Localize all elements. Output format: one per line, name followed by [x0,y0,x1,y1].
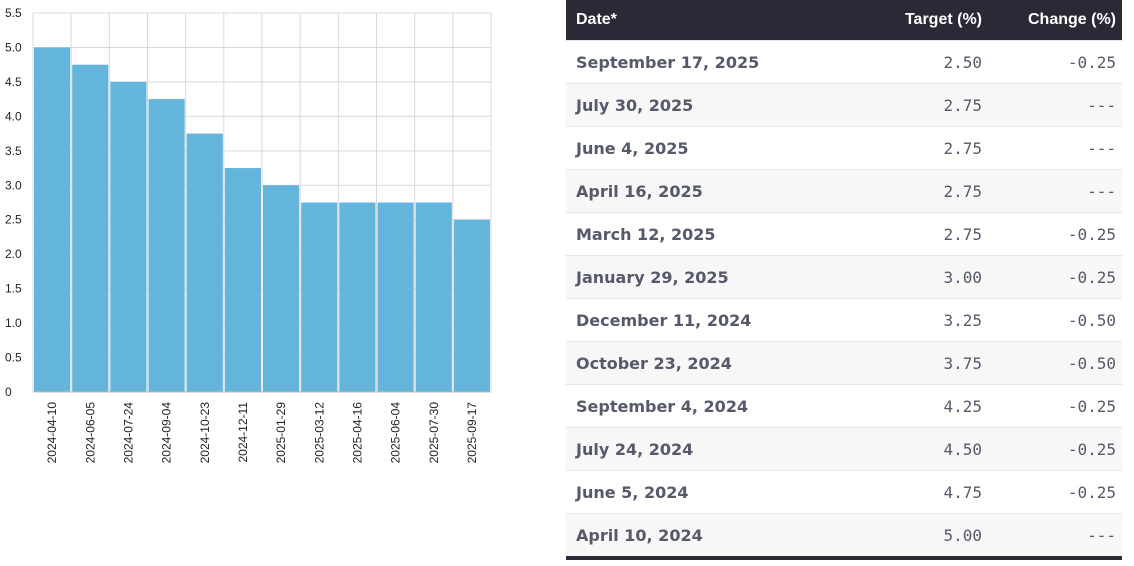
y-tick-label: 5.0 [5,40,22,54]
cell-date: April 10, 2024 [566,513,814,560]
cell-date: September 17, 2025 [566,40,814,84]
cell-change: -0.25 [990,255,1122,299]
cell-target: 2.75 [814,83,990,127]
cell-date: October 23, 2024 [566,341,814,385]
cell-target: 3.25 [814,298,990,342]
bar [377,202,414,392]
x-tick-label: 2024-06-05 [83,402,97,464]
rate-bar-chart: 0 0.5 1.0 1.5 2.0 2.5 3.0 3.5 4.0 4.5 5.0 5.5 2024-0… [0,0,540,566]
x-tick-label: 2024-09-04 [160,402,174,464]
y-tick-label: 0.5 [5,351,22,365]
x-tick-label: 2025-06-04 [389,402,403,464]
cell-date: December 11, 2024 [566,298,814,342]
cell-change: --- [990,169,1122,213]
chart-svg: 0 0.5 1.0 1.5 2.0 2.5 3.0 3.5 4.0 4.5 5.0 5.5 2024-0… [5,6,492,464]
bar [186,133,223,392]
table-row: January 29, 2025 3.00 -0.25 [566,255,1122,299]
cell-change: --- [990,126,1122,170]
table-body: September 17, 2025 2.50 -0.25 July 30, 2025… [566,40,1122,560]
cell-date: April 16, 2025 [566,169,814,213]
x-tick-label: 2024-10-23 [198,402,212,464]
table-row: June 4, 2025 2.75 --- [566,126,1122,170]
cell-date: September 4, 2024 [566,384,814,428]
bar [301,202,338,392]
x-tick-label: 2025-09-17 [465,402,479,464]
x-tick-label: 2024-04-10 [45,402,59,464]
cell-target: 2.75 [814,212,990,256]
cell-target: 3.75 [814,341,990,385]
table-row: April 10, 2024 5.00 --- [566,513,1122,560]
table-row: December 11, 2024 3.25 -0.50 [566,298,1122,342]
header-date: Date* [576,11,617,28]
cell-date: June 5, 2024 [566,470,814,514]
cell-change: -0.25 [990,40,1122,84]
cell-change: -0.50 [990,341,1122,385]
cell-target: 4.75 [814,470,990,514]
header-change: Change (%) [1028,11,1116,28]
cell-change: -0.25 [990,384,1122,428]
cell-change: --- [990,83,1122,127]
y-tick-label: 2.0 [5,247,22,261]
table-row: July 24, 2024 4.50 -0.25 [566,427,1122,471]
cell-target: 2.50 [814,40,990,84]
x-tick-label: 2024-07-24 [121,402,135,464]
x-tick-label: 2024-12-11 [236,402,250,463]
cell-change: -0.50 [990,298,1122,342]
bar [224,168,261,392]
bar [453,219,490,392]
y-tick-label: 0 [5,385,12,399]
cell-date: July 30, 2025 [566,83,814,127]
table-row: July 30, 2025 2.75 --- [566,83,1122,127]
x-tick-label: 2025-01-29 [274,402,288,464]
cell-date: June 4, 2025 [566,126,814,170]
table-header: Date* Target (%) Change (%) [566,0,1122,41]
cell-change: --- [990,513,1122,560]
bar [263,185,300,392]
bar [415,202,452,392]
cell-target: 4.25 [814,384,990,428]
table-row: October 23, 2024 3.75 -0.50 [566,341,1122,385]
cell-target: 4.50 [814,427,990,471]
y-tick-label: 4.5 [5,75,22,89]
y-tick-label: 3.0 [5,178,22,192]
y-tick-label: 4.0 [5,109,22,123]
table-row: June 5, 2024 4.75 -0.25 [566,470,1122,514]
cell-target: 2.75 [814,169,990,213]
x-tick-label: 2025-07-30 [427,402,441,464]
bar [339,202,376,392]
cell-change: -0.25 [990,427,1122,471]
y-tick-label: 3.5 [5,144,22,158]
bar [72,64,109,392]
cell-date: March 12, 2025 [566,212,814,256]
y-tick-label: 5.5 [5,6,22,20]
table-row: September 17, 2025 2.50 -0.25 [566,40,1122,84]
y-tick-label: 1.5 [5,282,22,296]
x-tick-label: 2025-03-12 [312,402,326,464]
header-target: Target (%) [904,11,982,28]
cell-target: 3.00 [814,255,990,299]
cell-change: -0.25 [990,470,1122,514]
table-row: September 4, 2024 4.25 -0.25 [566,384,1122,428]
table-row: April 16, 2025 2.75 --- [566,169,1122,213]
bar [110,81,147,392]
cell-target: 5.00 [814,513,990,560]
y-tick-label: 1.0 [5,316,22,330]
table-header-row: Date* Target (%) Change (%) [566,0,1122,41]
cell-target: 2.75 [814,126,990,170]
x-tick-label: 2025-04-16 [350,402,364,464]
cell-date: July 24, 2024 [566,427,814,471]
bar [148,99,185,393]
bar [34,47,71,393]
y-tick-label: 2.5 [5,213,22,227]
table-row: March 12, 2025 2.75 -0.25 [566,212,1122,256]
rate-table: Date* Target (%) Change (%) September 17… [566,0,1122,560]
cell-change: -0.25 [990,212,1122,256]
cell-date: January 29, 2025 [566,255,814,299]
